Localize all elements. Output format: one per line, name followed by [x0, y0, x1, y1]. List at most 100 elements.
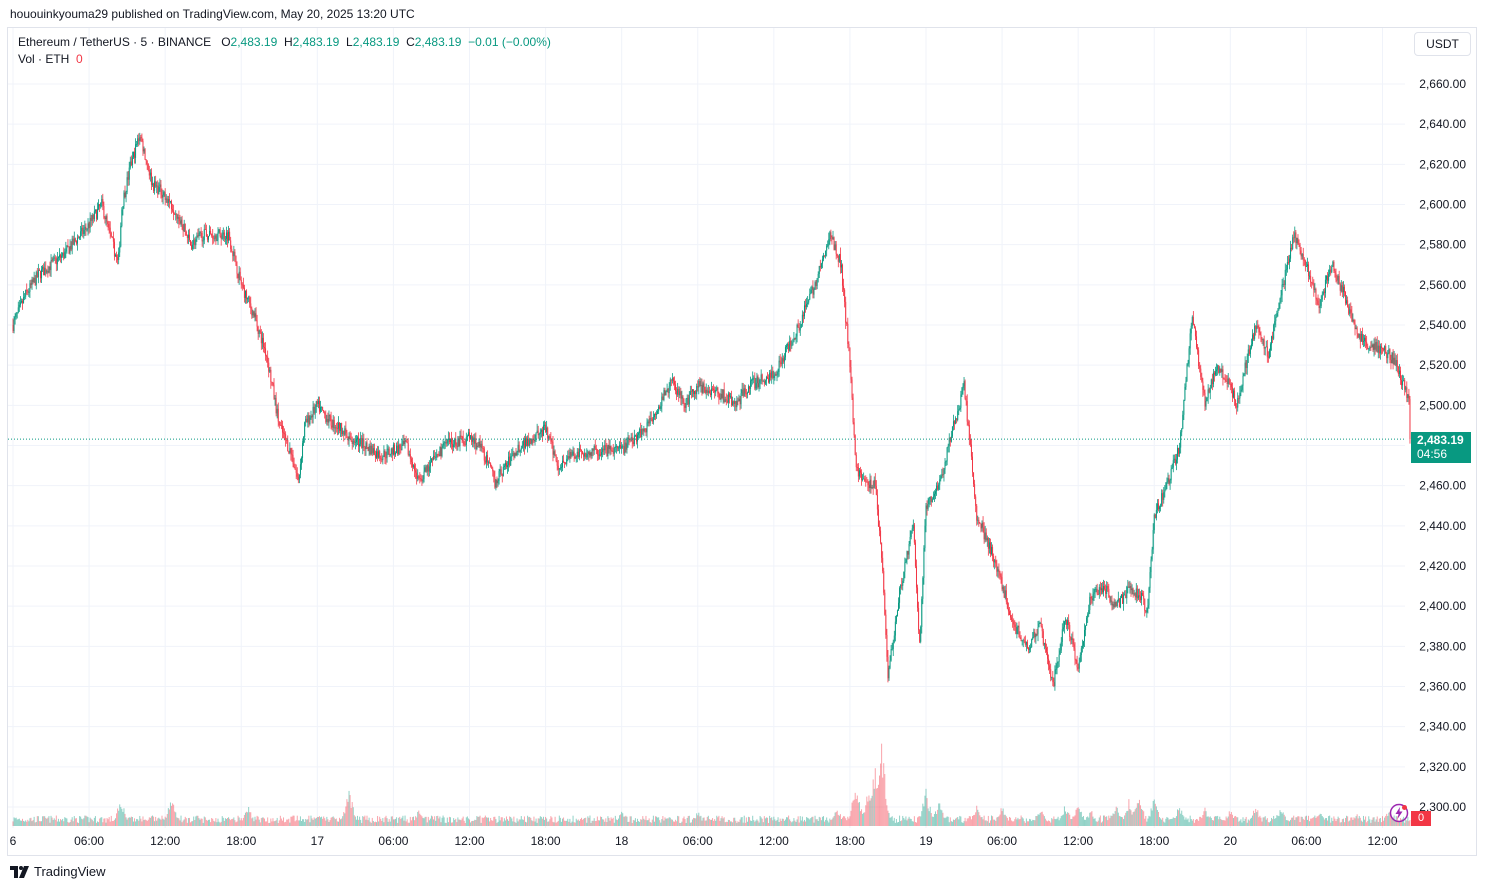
chart-frame[interactable] [7, 27, 1477, 856]
volume-bar [1061, 815, 1063, 826]
volume-bar [237, 815, 239, 826]
candle-body [444, 442, 446, 443]
volume-bar [1230, 811, 1232, 826]
candle-body [442, 445, 444, 448]
volume-bar [623, 816, 625, 826]
candle-body [165, 198, 167, 200]
candle-body [510, 456, 512, 466]
candle-body [1052, 677, 1054, 683]
volume-bar [694, 818, 696, 826]
candle-body [27, 291, 29, 293]
candle-body [608, 444, 610, 449]
candle-body [439, 447, 441, 457]
volume-bar [452, 822, 454, 826]
volume-bar [703, 817, 705, 826]
candle-body [715, 390, 717, 393]
volume-bar [513, 816, 515, 826]
candle-body [417, 476, 419, 479]
volume-bar [1216, 816, 1218, 826]
volume-bar [800, 820, 802, 826]
candle-body [725, 399, 727, 401]
candle-body [1343, 286, 1345, 293]
volume-bar [807, 817, 809, 826]
volume-bar [49, 822, 51, 826]
volume-bar [1222, 820, 1224, 826]
currency-button[interactable]: USDT [1414, 32, 1471, 56]
volume-bar [201, 818, 203, 826]
volume-bar [473, 820, 475, 826]
candle-body [390, 448, 392, 455]
candle-body [121, 209, 123, 226]
volume-bar [598, 820, 600, 826]
volume-bar [191, 821, 193, 826]
volume-bar [299, 816, 301, 826]
candle-body [1261, 339, 1263, 341]
volume-bar [1200, 816, 1202, 826]
candle-body [283, 432, 285, 434]
candle-body [1155, 509, 1157, 518]
volume-bar [1245, 816, 1247, 826]
candle-body [638, 433, 640, 435]
candle-body [290, 448, 292, 455]
volume-bar [229, 818, 231, 826]
candle-body [824, 255, 826, 257]
volume-bar [1146, 821, 1148, 826]
candle-body [894, 621, 896, 636]
candle-body [420, 478, 422, 481]
volume-bar [72, 821, 74, 826]
candle-body [973, 472, 975, 485]
volume-bar [758, 822, 760, 826]
candle-body [55, 258, 57, 265]
brand-name: TradingView [34, 864, 106, 879]
candle-body [302, 443, 304, 459]
candle-body [544, 424, 546, 426]
candle-body [1266, 346, 1268, 357]
candle-body [560, 467, 562, 469]
volume-bar [285, 821, 287, 826]
candle-body [339, 422, 341, 431]
volume-bar [205, 819, 207, 826]
volume-bar [572, 815, 574, 826]
candle-body [1220, 368, 1222, 372]
candle-body [368, 445, 370, 451]
volume-bar [620, 814, 622, 826]
volume-bar [638, 821, 640, 826]
volume-bar [1338, 818, 1340, 826]
candle-body [743, 388, 745, 396]
volume-bar [1028, 821, 1030, 826]
candle-body [1190, 325, 1192, 334]
candle-body [1348, 306, 1350, 314]
volume-bar [310, 815, 312, 826]
volume-bar [365, 819, 367, 826]
candle-body [536, 430, 538, 433]
candle-body [98, 204, 100, 209]
volume-bar [1324, 818, 1326, 826]
volume-bar [1348, 821, 1350, 826]
volume-bar [817, 820, 819, 826]
volume-bar [249, 812, 251, 826]
volume-label[interactable]: Vol · ETH [18, 52, 70, 66]
volume-bar [592, 820, 594, 826]
volume-bar [691, 819, 693, 826]
symbol-title[interactable]: Ethereum / TetherUS · 5 · BINANCE [18, 35, 212, 49]
candle-body [1098, 587, 1100, 595]
volume-bar [980, 817, 982, 826]
volume-bar [289, 822, 291, 826]
candle-body [564, 462, 566, 463]
current-price-value: 2,483.19 [1417, 433, 1464, 447]
candle-body [1297, 238, 1299, 245]
tradingview-logo[interactable]: TradingView [10, 864, 106, 879]
volume-bar [659, 820, 661, 826]
candle-body [1000, 575, 1002, 578]
volume-bar [539, 816, 541, 826]
candle-body [954, 421, 956, 424]
volume-bar [1051, 818, 1053, 826]
volume-bar [445, 822, 447, 826]
candle-body [332, 419, 334, 428]
lightning-icon[interactable] [1389, 803, 1409, 823]
candle-body [1167, 478, 1169, 482]
candle-body [535, 432, 537, 440]
volume-bar [109, 821, 111, 826]
volume-bar [387, 821, 389, 826]
